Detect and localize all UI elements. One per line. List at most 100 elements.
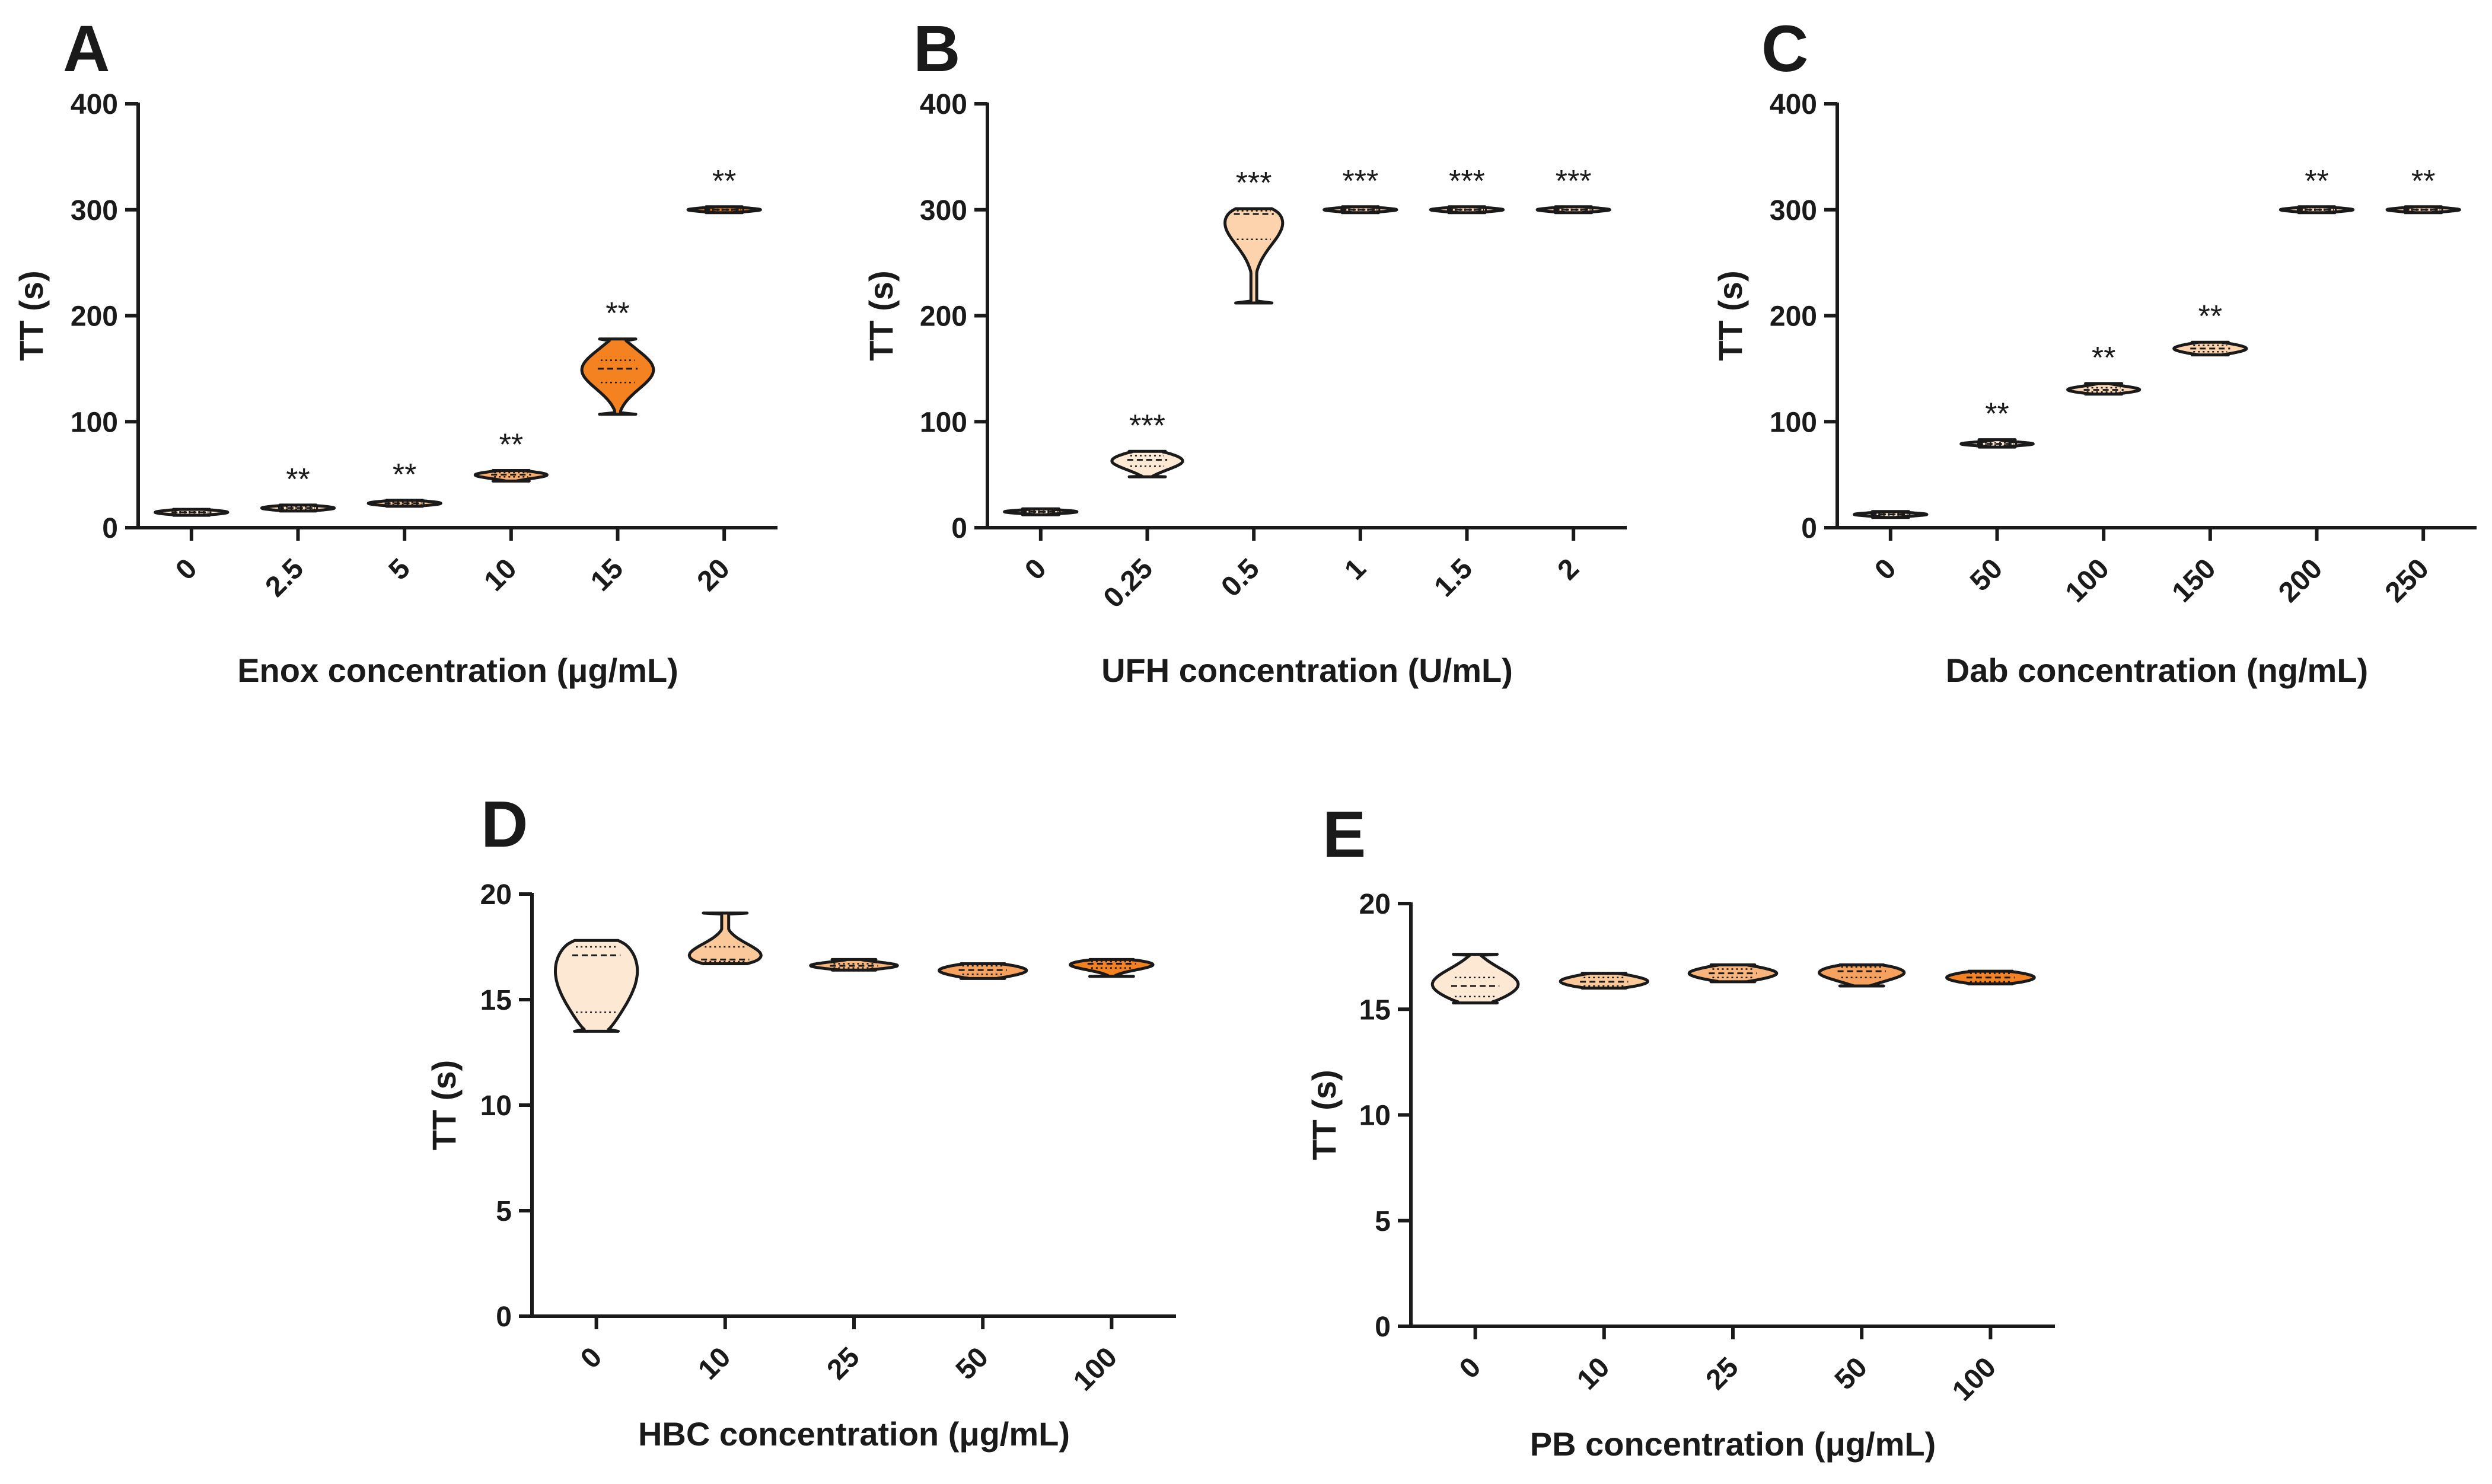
- violin-body: [473, 469, 549, 483]
- significance-label: **: [393, 458, 416, 492]
- violin-b-1.5: ***: [1429, 164, 1505, 215]
- violin-body: [554, 939, 639, 1033]
- significance-label: ***: [1236, 166, 1272, 200]
- violin-c-250: **: [2385, 164, 2461, 215]
- x-tick-label: 15: [585, 553, 629, 597]
- x-tick-label: 0.25: [1098, 553, 1159, 614]
- x-axis-title: Dab concentration (ng/mL): [1946, 652, 2368, 689]
- panel-letter: C: [1761, 12, 1808, 85]
- x-tick-label: 100: [2060, 553, 2115, 608]
- violin-b-1: ***: [1323, 164, 1398, 215]
- violin-c-200: **: [2279, 164, 2355, 215]
- violin-d-50: [938, 962, 1028, 980]
- panel-letter: D: [481, 788, 528, 861]
- x-tick-label: 1.5: [1429, 553, 1479, 603]
- panel-e: E 0 5 10 15 20 0 10 25 50 100 PB concentration (μg/…: [1305, 798, 2055, 1463]
- panel-d: D 0 5 10 15 20 0 10 25 50 100 HBC concentration (μg…: [425, 788, 1176, 1453]
- violin-c-0: [1853, 510, 1929, 519]
- x-tick-label: 0.5: [1215, 553, 1266, 603]
- y-tick-label: 200: [71, 301, 118, 333]
- x-tick-label: 5: [383, 553, 416, 586]
- y-tick-label: 20: [480, 879, 512, 911]
- x-tick-label: 250: [2379, 553, 2435, 608]
- violin-d-25: [809, 958, 899, 972]
- y-tick-label: 0: [102, 513, 118, 544]
- violin-e-0: [1430, 953, 1520, 1005]
- violin-e-100: [1945, 969, 2036, 985]
- violin-a-20: **: [686, 164, 762, 215]
- y-tick-label: 300: [71, 195, 118, 226]
- x-tick-label: 1: [1339, 553, 1372, 586]
- violin-body: [2066, 382, 2142, 396]
- significance-label: **: [2198, 299, 2222, 334]
- violin-d-100: [1069, 958, 1155, 978]
- x-tick-label: 0: [170, 553, 203, 586]
- violin-a-0: [154, 508, 230, 517]
- x-tick-label: 200: [2273, 553, 2328, 608]
- violin-body: [687, 911, 763, 965]
- panel-letter: E: [1323, 798, 1366, 871]
- panel-b: B 0 100 200 300 400 0 0.25 0.5 1 1.5 2 UFH concentra…: [862, 12, 1627, 689]
- violin-a-2.5: **: [260, 462, 336, 513]
- violin-e-25: [1687, 963, 1779, 984]
- y-tick-label: 0: [1375, 1311, 1391, 1343]
- x-tick-label: 50: [950, 1341, 995, 1386]
- violin-b-0.25: ***: [1110, 409, 1184, 478]
- y-axis-title: TT (s): [12, 270, 50, 360]
- significance-label: **: [2092, 341, 2115, 375]
- y-tick-label: 10: [1359, 1100, 1391, 1132]
- significance-label: **: [606, 296, 629, 331]
- violin-a-5: **: [367, 458, 442, 508]
- x-tick-label: 150: [2166, 553, 2222, 608]
- violin-body: [1430, 953, 1520, 1005]
- x-tick-label: 2.5: [260, 553, 310, 603]
- violin-body: [1559, 972, 1649, 990]
- significance-label: ***: [1556, 164, 1592, 199]
- y-tick-label: 0: [496, 1301, 512, 1333]
- y-axis-title: TT (s): [862, 270, 900, 360]
- x-axis-title: HBC concentration (μg/mL): [638, 1415, 1070, 1453]
- y-tick-label: 300: [1770, 195, 1817, 226]
- y-tick-label: 200: [920, 301, 967, 333]
- y-tick-label: 400: [920, 89, 967, 120]
- y-tick-label: 300: [920, 195, 967, 226]
- violin-body: [938, 962, 1028, 980]
- violin-b-0: [1003, 507, 1079, 516]
- y-tick-label: 200: [1770, 301, 1817, 333]
- panel-letter: B: [913, 12, 960, 85]
- significance-label: **: [286, 462, 310, 497]
- y-axis-title: TT (s): [1305, 1070, 1343, 1160]
- violin-e-10: [1559, 972, 1649, 990]
- x-tick-label: 10: [478, 553, 522, 597]
- x-axis-title: UFH concentration (U/mL): [1101, 652, 1513, 689]
- y-tick-label: 5: [1375, 1206, 1391, 1237]
- violin-body: [1223, 207, 1285, 305]
- x-tick-label: 2: [1552, 553, 1585, 586]
- violin-body: [1110, 449, 1184, 478]
- violin-d-0: [554, 939, 639, 1033]
- violin-a-10: **: [473, 427, 549, 483]
- significance-label: ***: [1129, 409, 1165, 443]
- y-tick-label: 400: [1770, 89, 1817, 120]
- x-tick-label: 50: [1964, 553, 2009, 597]
- y-tick-label: 100: [1770, 407, 1817, 438]
- significance-label: **: [2305, 164, 2328, 199]
- violin-c-50: **: [1959, 397, 2035, 449]
- x-tick-label: 10: [692, 1341, 737, 1386]
- violin-body: [580, 337, 655, 416]
- y-axis-title: TT (s): [1712, 270, 1749, 360]
- x-tick-label: 25: [1700, 1351, 1745, 1396]
- x-tick-label: 0: [1869, 553, 1902, 586]
- panel-c: C 0 100 200 300 400 0 50 100 150 200 250 Dab concent…: [1712, 12, 2477, 689]
- x-tick-label: 100: [1067, 1341, 1123, 1397]
- violin-b-0.5: ***: [1223, 166, 1285, 305]
- violin-d-10: [687, 911, 763, 965]
- y-tick-label: 100: [920, 407, 967, 438]
- y-tick-label: 100: [71, 407, 118, 438]
- significance-label: **: [2411, 164, 2435, 199]
- y-tick-label: 400: [71, 89, 118, 120]
- violin-c-150: **: [2172, 299, 2248, 357]
- y-tick-label: 10: [480, 1090, 512, 1122]
- significance-label: **: [712, 164, 736, 199]
